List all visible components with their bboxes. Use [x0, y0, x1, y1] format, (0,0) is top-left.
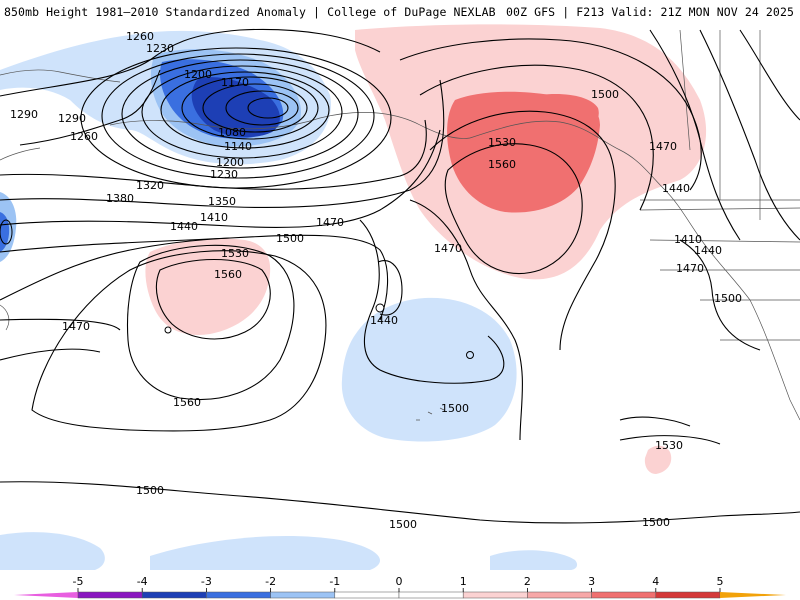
- contour-label: 1440: [370, 314, 398, 327]
- contour-ring: [141, 65, 343, 159]
- contour-label: 1260: [70, 130, 98, 143]
- colorbar-tick-label: 5: [717, 575, 724, 588]
- colorbar-tick-label: -5: [73, 575, 84, 588]
- title-left: 850mb Height 1981–2010 Standardized Anom…: [4, 5, 496, 19]
- contour-label: 1290: [58, 112, 86, 125]
- contour-ring: [225, 90, 299, 126]
- contour-label: 1500: [136, 484, 164, 497]
- south-low-1: [0, 532, 105, 570]
- contour-label: 1410: [674, 233, 702, 246]
- contour-ring: [202, 83, 308, 133]
- positive-anomaly-fill: [145, 24, 707, 474]
- contour-label: 1470: [676, 262, 704, 275]
- contour-label: 1440: [694, 244, 722, 257]
- contour-label: 1140: [224, 140, 252, 153]
- south-low-2: [150, 535, 380, 570]
- colorbar: -5 -4 -3 -2 -1 0 1 2 3 4 5: [14, 575, 786, 599]
- colorbar-segment: [141, 591, 207, 599]
- colorbar-segment: [655, 591, 721, 599]
- contour-label: 1350: [208, 195, 236, 208]
- colorbar-segment: [206, 591, 271, 599]
- contour-label: 1500: [389, 518, 417, 531]
- colorbar-tick-label: -4: [137, 575, 148, 588]
- contour-label: 1530: [655, 439, 683, 452]
- colorbar-segment: [398, 591, 464, 599]
- contour-label: 1530: [221, 247, 249, 260]
- contour-label: 1380: [106, 192, 134, 205]
- midpac-ridge: [145, 238, 271, 335]
- south-low-3: [490, 550, 578, 570]
- se-small-ridge: [644, 445, 672, 474]
- contour-label: 1500: [642, 516, 670, 529]
- contour-label: 1470: [316, 216, 344, 229]
- contour-label: 1200: [184, 68, 212, 81]
- contour-label: 1500: [714, 292, 742, 305]
- contour-label: 1080: [218, 126, 246, 139]
- colorbar-tick-label: 4: [652, 575, 659, 588]
- colorbar-tick-label: 3: [588, 575, 595, 588]
- colorbar-segment: [591, 591, 657, 599]
- colorbar-segment: [334, 591, 400, 599]
- contour-label: 1470: [434, 242, 462, 255]
- contour-label: 1470: [649, 140, 677, 153]
- colorbar-tick-label: -2: [265, 575, 276, 588]
- contour-label: 1200: [216, 156, 244, 169]
- contour-label: 1560: [488, 158, 516, 171]
- colorbar-segment: [527, 591, 592, 599]
- colorbar-tick-label: 0: [396, 575, 403, 588]
- colorbar-segments: [14, 591, 786, 599]
- contour-label: 1290: [10, 108, 38, 121]
- contour-label: 1320: [136, 179, 164, 192]
- title-bar: 850mb Height 1981–2010 Standardized Anom…: [0, 0, 800, 22]
- colorbar-tick-label: 2: [524, 575, 531, 588]
- small-features: [0, 219, 474, 359]
- hawaii-low: [341, 297, 517, 442]
- contour-labels: 1260123012001170108011401200123012901320…: [10, 30, 742, 531]
- title-right: 00Z GFS | F213 Valid: 21Z MON NOV 24 202…: [506, 5, 794, 19]
- contour-label: 1170: [221, 76, 249, 89]
- anomaly-map: 1260123012001170108011401200123012901320…: [0, 22, 800, 570]
- colorbar-segment: [270, 591, 336, 599]
- contour-ring: [121, 59, 359, 169]
- contour-label: 1560: [214, 268, 242, 281]
- height-contours: [0, 28, 800, 524]
- contour-ring: [247, 97, 289, 119]
- contour-ring: [181, 76, 319, 140]
- contour-label: 1560: [173, 396, 201, 409]
- contour-label: 1260: [126, 30, 154, 43]
- colorbar-min-arrow: [14, 592, 78, 598]
- contour-label: 1530: [488, 136, 516, 149]
- colorbar-tick-label: -3: [201, 575, 212, 588]
- colorbar-tick-label: -1: [329, 575, 340, 588]
- colorbar-ticks: -5 -4 -3 -2 -1 0 1 2 3 4 5: [73, 575, 724, 592]
- colorbar-segment: [462, 591, 528, 599]
- contour-label: 1230: [210, 168, 238, 181]
- colorbar-max-arrow: [720, 592, 786, 598]
- contour-label: 1500: [441, 402, 469, 415]
- contour-label: 1440: [662, 182, 690, 195]
- contour-label: 1500: [276, 232, 304, 245]
- contour-label: 1410: [200, 211, 228, 224]
- contour-ring: [160, 71, 330, 149]
- colorbar-segment: [77, 591, 143, 599]
- contour-label: 1440: [170, 220, 198, 233]
- contour-ring: [101, 53, 375, 179]
- contour-label: 1500: [591, 88, 619, 101]
- contour-label: 1470: [62, 320, 90, 333]
- colorbar-tick-label: 1: [460, 575, 467, 588]
- contour-label: 1230: [146, 42, 174, 55]
